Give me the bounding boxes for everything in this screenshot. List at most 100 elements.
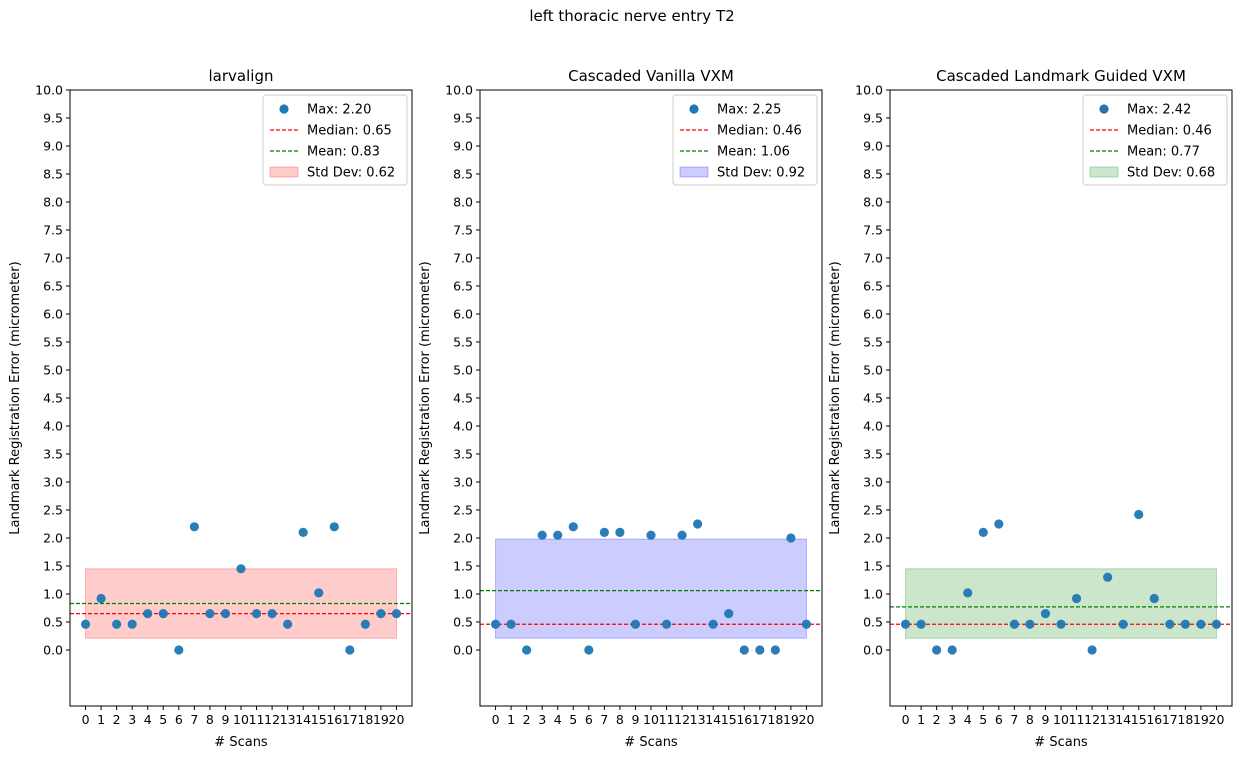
- data-point: [345, 645, 355, 655]
- data-point: [568, 522, 578, 532]
- data-point: [80, 619, 91, 629]
- x-axis-label: # Scans: [624, 735, 678, 750]
- x-tick-label: 2: [933, 712, 941, 727]
- panel-title: Cascaded Landmark Guided VXM: [936, 67, 1186, 85]
- y-tick-label: 4.0: [863, 419, 883, 434]
- data-point: [329, 522, 339, 532]
- x-tick-label: 0: [902, 712, 910, 727]
- y-tick-label: 8.0: [43, 195, 63, 210]
- y-tick-label: 8.5: [863, 167, 883, 182]
- y-tick-label: 4.0: [43, 419, 63, 434]
- x-tick-label: 10: [643, 712, 659, 727]
- legend-label: Std Dev: 0.92: [717, 166, 805, 181]
- x-tick-label: 16: [1146, 712, 1162, 727]
- data-point: [1165, 619, 1175, 629]
- y-tick-label: 4.5: [863, 391, 883, 406]
- data-point: [770, 645, 780, 655]
- y-tick-label: 8.0: [863, 195, 883, 210]
- data-point: [267, 609, 277, 619]
- y-tick-label: 6.0: [453, 307, 473, 322]
- x-tick-label: 17: [1162, 712, 1178, 727]
- x-tick-label: 2: [113, 712, 121, 727]
- y-tick-label: 10.0: [445, 83, 473, 98]
- legend-label: Median: 0.46: [717, 124, 802, 139]
- data-point: [1196, 619, 1206, 629]
- y-tick-label: 7.0: [43, 251, 63, 266]
- panel-title: larvalign: [209, 67, 274, 85]
- y-tick-label: 3.5: [863, 447, 883, 462]
- data-point: [584, 645, 594, 655]
- y-axis-label: Landmark Registration Error (micrometer): [828, 261, 843, 534]
- x-tick-label: 18: [1177, 712, 1193, 727]
- data-point: [376, 609, 386, 619]
- panel-3: 0.0 0.5 1.0 1.5 2.0 2.5 3.0 3.5 4.0 4.5 5.0 5.5 6.0 6…: [828, 67, 1233, 750]
- y-tick-label: 3.0: [863, 475, 883, 490]
- data-point: [916, 619, 926, 629]
- y-tick-label: 2.5: [863, 503, 883, 518]
- y-tick-label: 7.5: [863, 223, 883, 238]
- data-point: [283, 619, 293, 629]
- y-tick-label: 0.5: [863, 615, 883, 630]
- data-point: [786, 533, 796, 543]
- y-axis-label: Landmark Registration Error (micrometer): [418, 261, 433, 534]
- data-point: [1087, 645, 1097, 655]
- x-tick-label: 20: [799, 712, 815, 727]
- data-point: [522, 645, 532, 655]
- legend-label: Mean: 1.06: [717, 145, 790, 160]
- x-tick-label: 3: [128, 712, 136, 727]
- x-tick-label: 15: [311, 712, 327, 727]
- y-tick-label: 4.0: [453, 419, 473, 434]
- data-point: [1009, 619, 1019, 629]
- x-tick-label: 12: [264, 712, 280, 727]
- x-tick-label: 7: [600, 712, 608, 727]
- y-tick-label: 5.5: [863, 335, 883, 350]
- y-tick-label: 1.5: [43, 559, 63, 574]
- data-point: [553, 530, 563, 540]
- y-tick-label: 10.0: [35, 83, 63, 98]
- x-tick-label: 20: [389, 712, 405, 727]
- data-point: [677, 530, 687, 540]
- x-tick-label: 10: [233, 712, 249, 727]
- y-tick-label: 2.0: [863, 531, 883, 546]
- x-tick-label: 9: [221, 712, 229, 727]
- legend-label: Max: 2.42: [1127, 103, 1191, 118]
- y-tick-label: 2.0: [43, 531, 63, 546]
- y-tick-label: 1.5: [453, 559, 473, 574]
- data-point: [947, 645, 957, 655]
- y-axis-label: Landmark Registration Error (micrometer): [8, 261, 23, 534]
- legend-label: Max: 2.25: [717, 103, 781, 118]
- x-tick-label: 16: [736, 712, 752, 727]
- data-point: [220, 609, 231, 619]
- x-tick-label: 5: [979, 712, 987, 727]
- data-point: [755, 645, 765, 655]
- y-tick-label: 2.5: [453, 503, 473, 518]
- data-point: [236, 564, 246, 574]
- y-tick-label: 0.5: [43, 615, 63, 630]
- data-point: [630, 619, 641, 629]
- data-point: [1211, 619, 1222, 629]
- data-point: [490, 619, 501, 629]
- y-tick-label: 1.5: [863, 559, 883, 574]
- data-point: [1025, 619, 1035, 629]
- data-point: [615, 527, 625, 538]
- data-point: [994, 519, 1004, 529]
- legend-std-patch: [679, 166, 709, 178]
- x-tick-label: 5: [569, 712, 577, 727]
- y-tick-label: 9.0: [43, 139, 63, 154]
- y-tick-label: 1.0: [43, 587, 63, 602]
- y-tick-label: 2.0: [453, 531, 473, 546]
- legend-std-patch: [269, 166, 299, 178]
- data-point: [127, 619, 137, 629]
- legend-label: Max: 2.20: [307, 103, 371, 118]
- data-point: [189, 522, 199, 532]
- x-tick-label: 8: [1026, 712, 1034, 727]
- figure-suptitle: left thoracic nerve entry T2: [529, 7, 734, 25]
- y-tick-label: 7.5: [43, 223, 63, 238]
- legend-std-patch: [1089, 166, 1119, 178]
- x-tick-label: 13: [1100, 712, 1116, 727]
- legend-label: Median: 0.46: [1127, 124, 1212, 139]
- x-tick-label: 14: [295, 712, 311, 727]
- data-point: [314, 588, 324, 598]
- y-tick-label: 0.0: [453, 643, 473, 658]
